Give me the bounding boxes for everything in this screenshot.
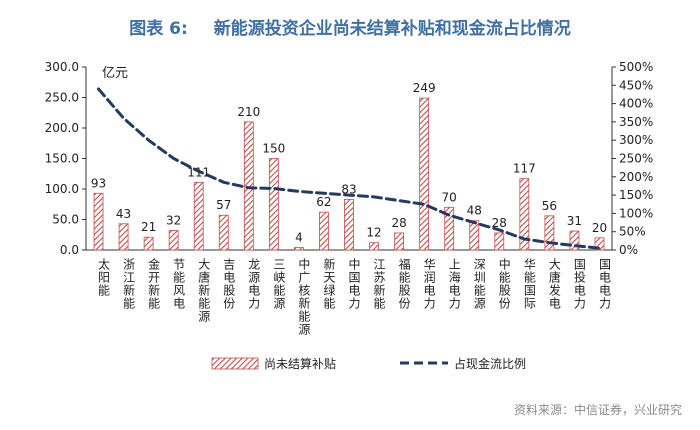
right-tick-label: 300%	[619, 133, 653, 147]
bar-value-label: 62	[316, 195, 331, 209]
category-label: 福能股份	[397, 257, 411, 310]
left-tick-label: 300.0	[45, 60, 79, 74]
bar-value-label: 249	[413, 81, 436, 95]
left-tick-label: 150.0	[45, 152, 79, 166]
category-label: 金开新能	[147, 257, 161, 310]
bar	[569, 230, 580, 251]
data-labels: 93 43 21 32 111 57 210 150 4 62 83 12 28 249 70 48 28 117…	[91, 81, 607, 244]
right-tick-label: 250%	[619, 152, 653, 166]
unit-label: 亿元	[102, 66, 128, 81]
bar	[268, 158, 279, 251]
ratio-line	[97, 87, 601, 250]
legend-bar-swatch	[211, 357, 259, 370]
chart-title: 图表 6: 新能源投资企业尚未结算补贴和现金流占比情况	[0, 14, 700, 39]
bar	[444, 206, 455, 251]
bar	[394, 232, 404, 251]
category-label: 上海电力	[447, 258, 461, 310]
bar	[594, 237, 605, 251]
bar-value-label: 93	[91, 176, 106, 190]
bar-value-label: 32	[166, 213, 181, 227]
bar	[369, 242, 379, 251]
bar-value-label: 48	[467, 204, 482, 218]
category-label: 中能股份	[497, 257, 511, 310]
bar-value-label: 210	[237, 105, 260, 119]
category-label: 大唐新能源	[197, 258, 211, 323]
category-label: 吉电股份	[222, 258, 236, 310]
line-series	[97, 87, 601, 250]
bar-value-label: 57	[216, 198, 231, 212]
category-label: 国电电力	[597, 258, 611, 310]
bar	[319, 211, 329, 251]
category-label: 节能风电	[172, 258, 186, 310]
bar	[118, 223, 129, 251]
bar-value-label: 28	[492, 216, 507, 230]
right-tick-label: 0%	[619, 243, 638, 257]
category-label: 新天绿能	[322, 257, 336, 310]
left-tick-label: 250.0	[45, 91, 79, 105]
bar	[469, 220, 480, 251]
right-tick-label: 500%	[619, 60, 653, 74]
figure-number: 图表 6:	[129, 19, 188, 39]
right-tick-label: 50%	[619, 225, 646, 239]
category-label: 大唐发电	[547, 258, 561, 310]
bar	[294, 247, 304, 251]
bar	[193, 181, 204, 251]
figure-title: 新能源投资企业尚未结算补贴和现金流占比情况	[213, 19, 571, 39]
right-tick-label: 150%	[619, 188, 653, 202]
right-tick-label: 400%	[619, 97, 653, 111]
axes: 0.0 50.0 100.0 150.0 200.0 250.0 300.0 0% 50% 100…	[45, 60, 654, 336]
bar	[519, 178, 530, 251]
right-tick-label: 100%	[619, 206, 653, 220]
bar-value-label: 12	[366, 226, 381, 240]
category-label: 江苏新能	[372, 258, 386, 310]
category-label: 国投电力	[572, 258, 586, 310]
bar	[344, 198, 354, 251]
left-tick-label: 50.0	[52, 213, 79, 227]
category-label: 中广核新能源	[297, 257, 311, 336]
bar	[93, 192, 104, 251]
bar-value-label: 70	[442, 190, 457, 204]
legend: 尚未结算补贴 占现金流比例	[211, 356, 526, 371]
bar	[168, 230, 179, 251]
bar-value-label: 150	[262, 142, 285, 156]
bar	[143, 236, 154, 251]
bar-value-label: 28	[391, 216, 406, 230]
bar-value-label: 43	[116, 207, 131, 221]
right-tick-label: 450%	[619, 78, 653, 92]
bar	[218, 214, 229, 251]
bar-value-label: 111	[187, 165, 210, 179]
right-tick-label: 200%	[619, 170, 653, 184]
category-label: 龙源电力	[247, 258, 261, 310]
left-tick-label: 100.0	[45, 182, 79, 196]
category-label: 浙江新能	[122, 258, 136, 310]
bar-value-label: 31	[567, 214, 582, 228]
left-tick-label: 0.0	[60, 243, 79, 257]
left-tick-label: 200.0	[45, 121, 79, 135]
source-note: 资料来源：中信证券，兴业研究	[513, 403, 682, 417]
category-label: 华能国际	[522, 258, 536, 310]
bar-series	[93, 97, 605, 251]
bar	[419, 97, 430, 251]
legend-line-label: 占现金流比例	[454, 356, 526, 371]
bar-value-label: 83	[341, 182, 356, 196]
bar-value-label: 4	[295, 231, 303, 245]
bar	[544, 215, 555, 251]
bar-value-label: 20	[592, 221, 607, 235]
bar	[494, 232, 505, 251]
category-label: 深圳能源	[472, 258, 486, 310]
legend-bar-label: 尚未结算补贴	[264, 356, 336, 371]
bar-value-label: 117	[513, 162, 536, 176]
category-label: 华润电力	[422, 258, 436, 310]
bar-value-label: 56	[542, 199, 557, 213]
right-tick-label: 350%	[619, 115, 653, 129]
category-label: 三峡能源	[272, 258, 286, 310]
bar-value-label: 21	[141, 220, 156, 234]
bar	[243, 121, 254, 251]
category-label: 中国电力	[347, 257, 361, 310]
category-label: 太阳能	[97, 257, 111, 297]
